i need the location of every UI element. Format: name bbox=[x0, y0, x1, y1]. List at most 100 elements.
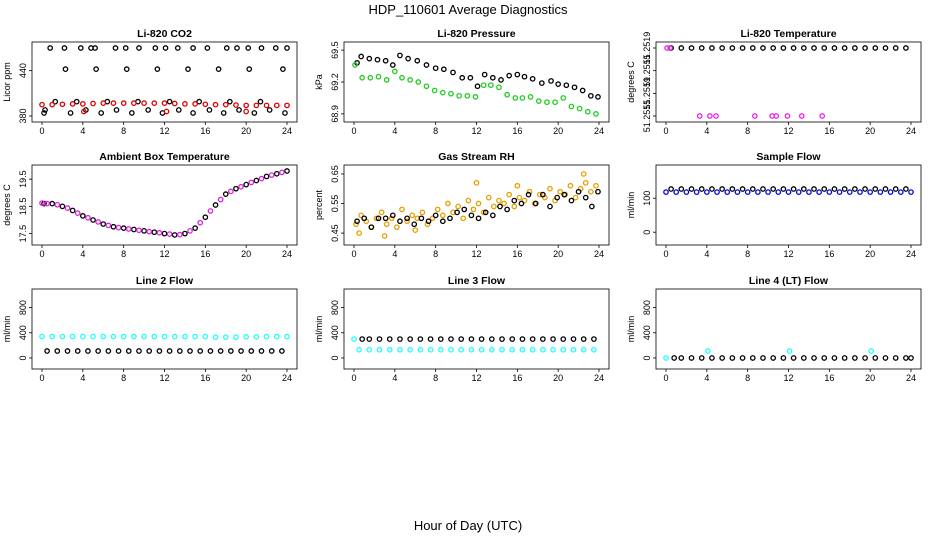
data-point bbox=[192, 101, 198, 107]
data-point bbox=[509, 346, 516, 353]
data-point bbox=[749, 45, 756, 51]
data-point bbox=[93, 66, 99, 73]
y-tick-label: 17.5 bbox=[18, 225, 28, 243]
data-point bbox=[39, 200, 45, 206]
y-tick-label: 0 bbox=[642, 230, 652, 235]
data-point bbox=[67, 110, 74, 116]
y-axis-label: degrees C bbox=[2, 184, 12, 226]
data-point bbox=[580, 346, 587, 353]
panel-3: Ambient Box Temperature degrees C 0 4 8 12 16 2… bbox=[2, 151, 298, 259]
y-tick-label: 0.45 bbox=[330, 224, 340, 242]
data-point bbox=[887, 189, 894, 195]
data-point bbox=[555, 81, 562, 87]
panel-7: Line 3 Flow ml/min 0 4 8 12 16 20 24 0 400 800 bbox=[314, 275, 610, 383]
data-point bbox=[448, 336, 454, 342]
data-point bbox=[156, 348, 163, 354]
data-point bbox=[456, 92, 462, 99]
data-point bbox=[518, 200, 525, 207]
data-point bbox=[273, 102, 280, 109]
y-tick-label: 440 bbox=[18, 63, 28, 78]
series-1 bbox=[39, 169, 285, 238]
data-point bbox=[836, 189, 843, 195]
panel-1: Li-820 Pressure kPa 0 4 8 12 16 20 24 68.9 69.2 69.… bbox=[314, 28, 610, 136]
data-point bbox=[831, 355, 838, 361]
data-point bbox=[187, 348, 193, 354]
data-point bbox=[171, 232, 178, 238]
data-point bbox=[480, 82, 487, 89]
data-point bbox=[263, 333, 270, 340]
data-point bbox=[353, 221, 359, 228]
data-point bbox=[719, 186, 725, 192]
data-point bbox=[81, 108, 87, 115]
plot-frame bbox=[655, 41, 922, 123]
data-point bbox=[459, 74, 466, 81]
x-tick-label: 24 bbox=[906, 126, 916, 136]
data-point bbox=[424, 221, 431, 228]
data-point bbox=[903, 355, 909, 361]
data-point bbox=[439, 218, 446, 225]
data-point bbox=[749, 355, 756, 361]
x-tick-label: 20 bbox=[553, 373, 563, 383]
y-tick-label: 68.9 bbox=[330, 105, 340, 123]
data-point bbox=[423, 83, 430, 90]
data-point bbox=[258, 45, 265, 51]
panel-4: Gas Stream RH percent 0 4 8 12 16 20 24 0.45 0.55 0… bbox=[314, 151, 610, 259]
data-point bbox=[714, 189, 720, 195]
panel-title: Line 2 Flow bbox=[136, 275, 194, 287]
data-point bbox=[478, 336, 485, 342]
data-point bbox=[161, 100, 168, 107]
x-tick-label: 20 bbox=[865, 126, 875, 136]
data-point bbox=[550, 346, 556, 353]
y-tick-label: 19.5 bbox=[18, 170, 28, 188]
data-point bbox=[220, 110, 227, 116]
data-point bbox=[892, 355, 899, 361]
data-point bbox=[693, 189, 700, 195]
data-point bbox=[54, 348, 61, 354]
data-point bbox=[234, 45, 240, 51]
x-tick-label: 20 bbox=[865, 373, 875, 383]
data-point bbox=[284, 102, 290, 109]
data-point bbox=[397, 346, 403, 353]
data-point bbox=[44, 200, 50, 207]
data-point bbox=[154, 66, 161, 73]
data-point bbox=[841, 45, 848, 51]
data-point bbox=[175, 107, 182, 113]
x-tick-label: 0 bbox=[351, 126, 356, 136]
data-point bbox=[557, 188, 564, 195]
data-point bbox=[852, 186, 858, 192]
data-point bbox=[373, 215, 380, 222]
data-point bbox=[481, 71, 488, 78]
data-point bbox=[568, 197, 575, 204]
data-point bbox=[504, 91, 510, 98]
data-point bbox=[504, 206, 510, 213]
data-point bbox=[386, 336, 393, 342]
data-point bbox=[100, 221, 107, 227]
x-tick-label: 12 bbox=[783, 373, 793, 383]
data-point bbox=[100, 100, 107, 107]
x-tick-label: 12 bbox=[471, 126, 481, 136]
data-point bbox=[351, 336, 357, 342]
data-point bbox=[131, 226, 137, 233]
data-point bbox=[152, 45, 159, 51]
data-point bbox=[202, 214, 209, 221]
data-point bbox=[141, 100, 147, 107]
data-point bbox=[862, 45, 868, 51]
data-point bbox=[280, 66, 286, 73]
data-point bbox=[263, 173, 270, 180]
y-tick-label: 100 bbox=[642, 191, 652, 206]
x-tick-label: 24 bbox=[282, 126, 292, 136]
series-0 bbox=[663, 348, 875, 361]
data-point bbox=[760, 186, 766, 192]
data-point bbox=[409, 212, 416, 219]
data-point bbox=[439, 89, 446, 96]
data-point bbox=[85, 214, 91, 221]
y-axis-label: kPa bbox=[314, 74, 324, 90]
data-point bbox=[489, 212, 496, 219]
data-point bbox=[678, 355, 685, 361]
data-point bbox=[535, 98, 542, 104]
data-point bbox=[540, 336, 546, 342]
data-point bbox=[407, 336, 413, 342]
x-tick-label: 12 bbox=[159, 126, 169, 136]
data-point bbox=[591, 336, 597, 342]
data-point bbox=[187, 227, 193, 234]
